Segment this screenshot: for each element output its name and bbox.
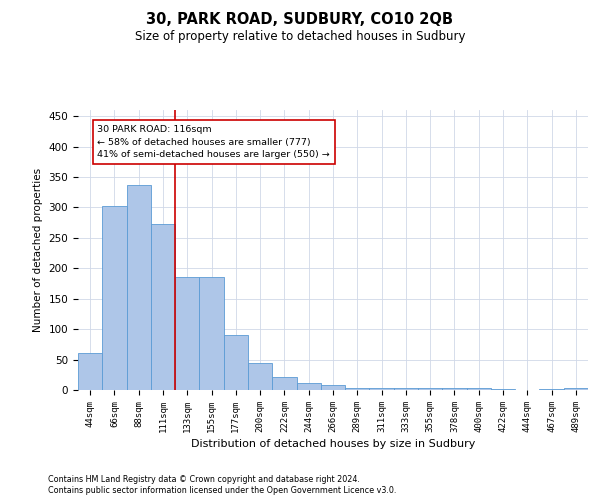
Bar: [199, 278, 224, 390]
Bar: [272, 376, 296, 390]
Bar: [370, 388, 394, 390]
X-axis label: Distribution of detached houses by size in Sudbury: Distribution of detached houses by size …: [191, 439, 475, 449]
Text: 30, PARK ROAD, SUDBURY, CO10 2QB: 30, PARK ROAD, SUDBURY, CO10 2QB: [146, 12, 454, 28]
Text: Contains HM Land Registry data © Crown copyright and database right 2024.: Contains HM Land Registry data © Crown c…: [48, 475, 360, 484]
Bar: [394, 388, 418, 390]
Text: Size of property relative to detached houses in Sudbury: Size of property relative to detached ho…: [135, 30, 465, 43]
Bar: [467, 388, 491, 390]
Bar: [78, 354, 102, 390]
Bar: [442, 388, 467, 390]
Bar: [224, 335, 248, 390]
Y-axis label: Number of detached properties: Number of detached properties: [33, 168, 43, 332]
Bar: [564, 388, 588, 390]
Bar: [102, 206, 127, 390]
Bar: [127, 185, 151, 390]
Bar: [418, 388, 442, 390]
Text: 30 PARK ROAD: 116sqm
← 58% of detached houses are smaller (777)
41% of semi-deta: 30 PARK ROAD: 116sqm ← 58% of detached h…: [97, 125, 330, 159]
Bar: [151, 224, 175, 390]
Bar: [321, 385, 345, 390]
Bar: [175, 278, 199, 390]
Bar: [296, 382, 321, 390]
Text: Contains public sector information licensed under the Open Government Licence v3: Contains public sector information licen…: [48, 486, 397, 495]
Bar: [345, 388, 370, 390]
Bar: [248, 362, 272, 390]
